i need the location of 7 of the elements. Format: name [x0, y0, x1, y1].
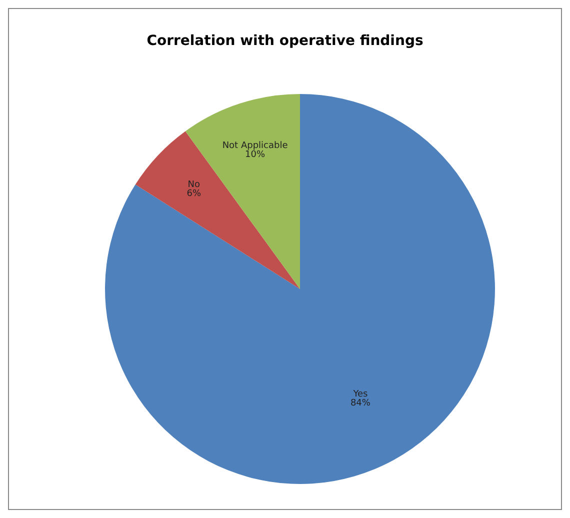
- chart-title: Correlation with operative findings: [146, 33, 424, 49]
- data-label: 84%: [350, 398, 371, 408]
- slice-label: No: [188, 180, 201, 190]
- data-label: 10%: [245, 150, 266, 160]
- data-label: 6%: [186, 188, 202, 199]
- slice-label: Not Applicable: [222, 141, 288, 152]
- slice-label: Yes: [352, 389, 368, 400]
